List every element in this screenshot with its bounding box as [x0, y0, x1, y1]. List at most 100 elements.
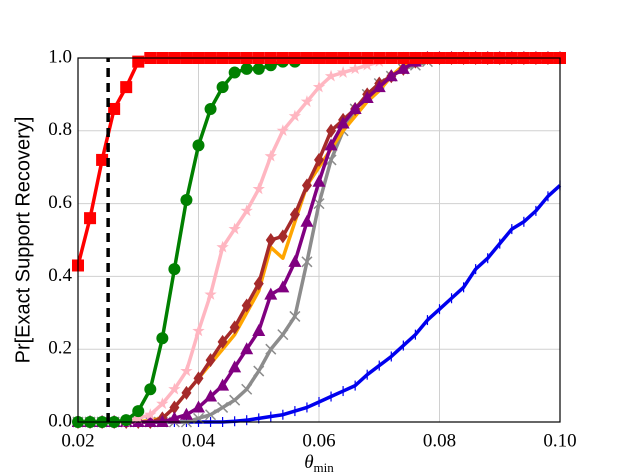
marker: [204, 102, 217, 115]
marker: [217, 401, 229, 413]
marker: [204, 389, 218, 402]
marker: [336, 66, 350, 78]
marker: [192, 400, 205, 413]
marker: [252, 324, 266, 336]
marker: [384, 69, 398, 82]
marker: [216, 81, 229, 94]
marker: [144, 408, 157, 420]
marker: [313, 198, 325, 210]
marker: [204, 288, 217, 300]
marker: [289, 207, 300, 222]
marker: [193, 371, 204, 386]
marker: [155, 415, 169, 427]
marker: [167, 411, 181, 424]
y-tick-label: 1.0: [48, 46, 72, 67]
y-tick-label: 0.4: [48, 265, 72, 286]
marker: [229, 320, 240, 335]
marker: [169, 400, 180, 415]
marker: [96, 153, 109, 166]
x-tick-label: 0.06: [302, 430, 335, 451]
marker: [336, 116, 350, 129]
y-tick-label: 0.2: [48, 338, 72, 359]
marker: [348, 101, 362, 114]
marker: [84, 212, 97, 225]
y-tick-label: 0.0: [48, 410, 72, 431]
marker: [288, 254, 302, 267]
marker: [253, 365, 265, 377]
marker: [228, 360, 242, 373]
marker: [301, 256, 313, 268]
marker: [216, 240, 229, 253]
marker: [252, 62, 265, 75]
marker: [300, 214, 314, 227]
marker: [241, 298, 252, 313]
plot-frame: [77, 57, 561, 423]
marker: [229, 394, 241, 406]
marker: [324, 138, 338, 151]
marker: [120, 414, 133, 427]
marker: [205, 409, 217, 421]
marker: [241, 383, 253, 395]
x-tick-label: 0.02: [61, 430, 94, 451]
marker: [240, 62, 253, 75]
marker: [265, 343, 277, 355]
marker: [361, 58, 374, 71]
marker: [312, 80, 326, 93]
marker: [348, 62, 362, 75]
marker: [253, 276, 264, 291]
marker: [301, 178, 312, 193]
marker: [276, 124, 290, 137]
marker: [300, 95, 314, 107]
x-axis-label-sub: min: [314, 460, 335, 475]
marker: [277, 329, 289, 341]
marker: [156, 397, 169, 410]
y-tick-label: 0.6: [48, 192, 72, 213]
x-axis-label-main: θ: [304, 452, 313, 473]
marker: [132, 55, 145, 68]
marker: [168, 263, 181, 276]
marker: [180, 364, 193, 377]
x-tick-label: 0.08: [423, 430, 456, 451]
marker: [276, 280, 290, 293]
marker: [240, 342, 254, 355]
marker: [180, 193, 193, 206]
marker: [179, 407, 193, 420]
marker: [265, 233, 276, 247]
marker: [289, 310, 301, 322]
marker: [264, 149, 277, 162]
marker: [192, 139, 205, 152]
marker: [131, 415, 145, 427]
marker: [314, 152, 324, 167]
x-axis-label: θmin: [304, 452, 334, 475]
marker: [277, 229, 288, 244]
marker: [252, 182, 265, 195]
marker: [372, 80, 386, 93]
y-tick-label: 0.8: [48, 119, 72, 140]
marker: [396, 61, 410, 74]
marker: [132, 411, 145, 424]
marker: [360, 91, 374, 104]
marker: [168, 382, 181, 395]
marker: [156, 332, 169, 345]
marker: [192, 324, 205, 337]
marker: [120, 81, 133, 94]
y-axis-label: Pr[Exact Support Recovery]: [12, 117, 34, 364]
marker: [264, 287, 278, 300]
marker: [132, 405, 145, 418]
x-tick-label: 0.04: [182, 430, 216, 451]
marker: [324, 69, 338, 82]
marker: [108, 102, 121, 115]
marker: [205, 353, 216, 368]
marker: [144, 383, 157, 396]
x-tick-label: 0.10: [543, 430, 576, 451]
marker: [326, 123, 337, 138]
marker: [181, 385, 192, 400]
marker: [228, 222, 241, 235]
marker: [216, 378, 230, 391]
marker: [228, 66, 241, 79]
marker: [143, 415, 157, 427]
marker: [240, 204, 253, 217]
marker: [288, 109, 302, 122]
marker: [312, 174, 326, 187]
